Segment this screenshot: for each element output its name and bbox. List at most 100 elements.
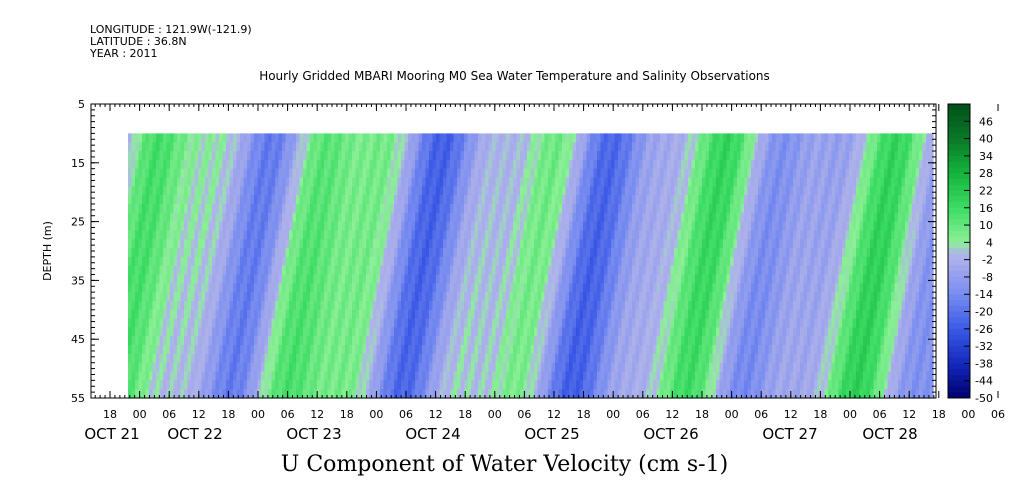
- heatmap-cell: [250, 221, 255, 232]
- heatmap-cell: [569, 389, 574, 399]
- heatmap-cell: [145, 203, 150, 214]
- heatmap-cell: [576, 256, 581, 267]
- heatmap-cell: [443, 265, 448, 276]
- heatmap-cell: [313, 300, 318, 311]
- heatmap-cell: [201, 318, 206, 329]
- heatmap-cell: [646, 362, 651, 373]
- heatmap-cell: [397, 248, 402, 258]
- heatmap-cell: [128, 151, 133, 161]
- heatmap-cell: [359, 186, 364, 196]
- heatmap-cell: [390, 239, 395, 249]
- heatmap-cell: [152, 168, 157, 179]
- heatmap-cell: [642, 239, 647, 249]
- heatmap-cell: [411, 265, 416, 276]
- heatmap-cell: [523, 318, 528, 329]
- heatmap-cell: [240, 345, 245, 355]
- heatmap-cell: [551, 371, 556, 381]
- heatmap-cell: [457, 221, 462, 232]
- heatmap-cell: [443, 159, 448, 170]
- heatmap-cell: [324, 177, 329, 187]
- heatmap-cell: [670, 186, 675, 196]
- heatmap-cell: [233, 309, 238, 320]
- heatmap-cell: [296, 380, 301, 390]
- heatmap-cell: [306, 292, 311, 302]
- heatmap-cell: [632, 151, 637, 161]
- heatmap-cell: [408, 212, 413, 223]
- heatmap-cell: [481, 221, 486, 232]
- heatmap-cell: [492, 256, 497, 267]
- heatmap-cell: [656, 283, 661, 293]
- heatmap-cell: [464, 371, 469, 381]
- heatmap-cell: [600, 283, 605, 293]
- heatmap-cell: [632, 221, 637, 232]
- heatmap-cell: [212, 300, 217, 311]
- heatmap-cell: [562, 230, 567, 240]
- heatmap-cell: [359, 309, 364, 320]
- heatmap-cell: [586, 212, 591, 223]
- heatmap-cell: [159, 362, 164, 373]
- heatmap-cell: [348, 292, 353, 302]
- heatmap-cell: [439, 292, 444, 302]
- heatmap-cell: [495, 318, 500, 329]
- heatmap-cell: [600, 265, 605, 276]
- heatmap-cell: [229, 133, 234, 143]
- heatmap-cell: [247, 248, 252, 258]
- heatmap-cell: [222, 362, 227, 373]
- heatmap-cell: [688, 336, 693, 346]
- heatmap-cell: [450, 239, 455, 249]
- heatmap-cell: [313, 362, 318, 373]
- heatmap-cell: [674, 353, 679, 364]
- heatmap-cell: [422, 265, 427, 276]
- heatmap-cell: [516, 353, 521, 364]
- heatmap-cell: [562, 371, 567, 381]
- heatmap-cell: [149, 300, 154, 311]
- heatmap-cell: [565, 142, 570, 152]
- heatmap-cell: [677, 292, 682, 302]
- heatmap-cell: [457, 362, 462, 373]
- heatmap-cell: [415, 195, 420, 205]
- heatmap-cell: [646, 345, 651, 355]
- heatmap-cell: [569, 159, 574, 170]
- heatmap-cell: [537, 318, 542, 329]
- heatmap-cell: [324, 362, 329, 373]
- heatmap-cell: [170, 159, 175, 170]
- heatmap-cell: [310, 133, 315, 143]
- heatmap-cell: [600, 336, 605, 346]
- heatmap-cell: [268, 221, 273, 232]
- heatmap-cell: [142, 318, 147, 329]
- heatmap-cell: [506, 256, 511, 267]
- heatmap-cell: [590, 380, 595, 390]
- heatmap-cell: [408, 248, 413, 258]
- heatmap-cell: [663, 142, 668, 152]
- heatmap-cell: [677, 212, 682, 223]
- heatmap-cell: [422, 300, 427, 311]
- heatmap-cell: [135, 274, 140, 284]
- heatmap-cell: [670, 274, 675, 284]
- heatmap-cell: [635, 389, 640, 399]
- heatmap-cell: [667, 283, 672, 293]
- heatmap-cell: [527, 133, 532, 143]
- heatmap-cell: [660, 168, 665, 179]
- heatmap-cell: [159, 256, 164, 267]
- heatmap-cell: [341, 265, 346, 276]
- heatmap-cell: [415, 309, 420, 320]
- heatmap-cell: [656, 186, 661, 196]
- heatmap-cell: [247, 300, 252, 311]
- heatmap-cell: [579, 239, 584, 249]
- heatmap-cell: [691, 212, 696, 223]
- heatmap-cell: [558, 212, 563, 223]
- heatmap-cell: [474, 151, 479, 161]
- heatmap-cell: [348, 133, 353, 143]
- heatmap-cell: [509, 362, 514, 373]
- heatmap-cell: [362, 292, 367, 302]
- heatmap-cell: [152, 371, 157, 381]
- heatmap-cell: [677, 265, 682, 276]
- heatmap-cell: [649, 230, 654, 240]
- heatmap-cell: [362, 371, 367, 381]
- heatmap-cell: [639, 230, 644, 240]
- heatmap-cell: [334, 230, 339, 240]
- heatmap-cell: [555, 203, 560, 214]
- heatmap-cell: [355, 362, 360, 373]
- heatmap-cell: [170, 177, 175, 187]
- heatmap-cell: [516, 203, 521, 214]
